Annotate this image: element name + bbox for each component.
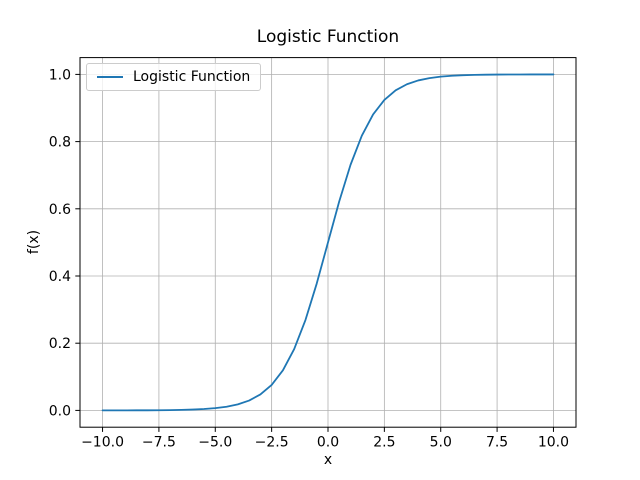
x-tick-label: −10.0	[81, 435, 124, 451]
x-tick-label: 7.5	[486, 435, 508, 451]
x-tick-label: −7.5	[142, 435, 176, 451]
x-tick-label: 2.5	[373, 435, 395, 451]
y-tick-label: 0.0	[49, 403, 71, 419]
legend-line-sample	[97, 76, 123, 78]
y-tick-label: 0.6	[49, 202, 71, 218]
series-line	[101, 73, 555, 412]
x-tick-label: 0.0	[317, 435, 339, 451]
x-tick-label: −2.5	[255, 435, 289, 451]
x-tick-label: 10.0	[538, 435, 569, 451]
legend: Logistic Function	[86, 63, 262, 91]
y-tick-label: 0.2	[49, 336, 71, 352]
x-axis-label: x	[323, 452, 333, 468]
x-tick-label: 5.0	[430, 435, 452, 451]
y-tick-label: 0.8	[49, 135, 71, 151]
chart-title: Logistic Function	[256, 27, 400, 47]
legend-label: Logistic Function	[133, 69, 251, 85]
y-tick-label: 1.0	[49, 67, 71, 83]
y-tick-label: 0.4	[49, 269, 71, 285]
x-tick-label: −5.0	[198, 435, 232, 451]
y-axis-label: f(x)	[26, 229, 42, 255]
